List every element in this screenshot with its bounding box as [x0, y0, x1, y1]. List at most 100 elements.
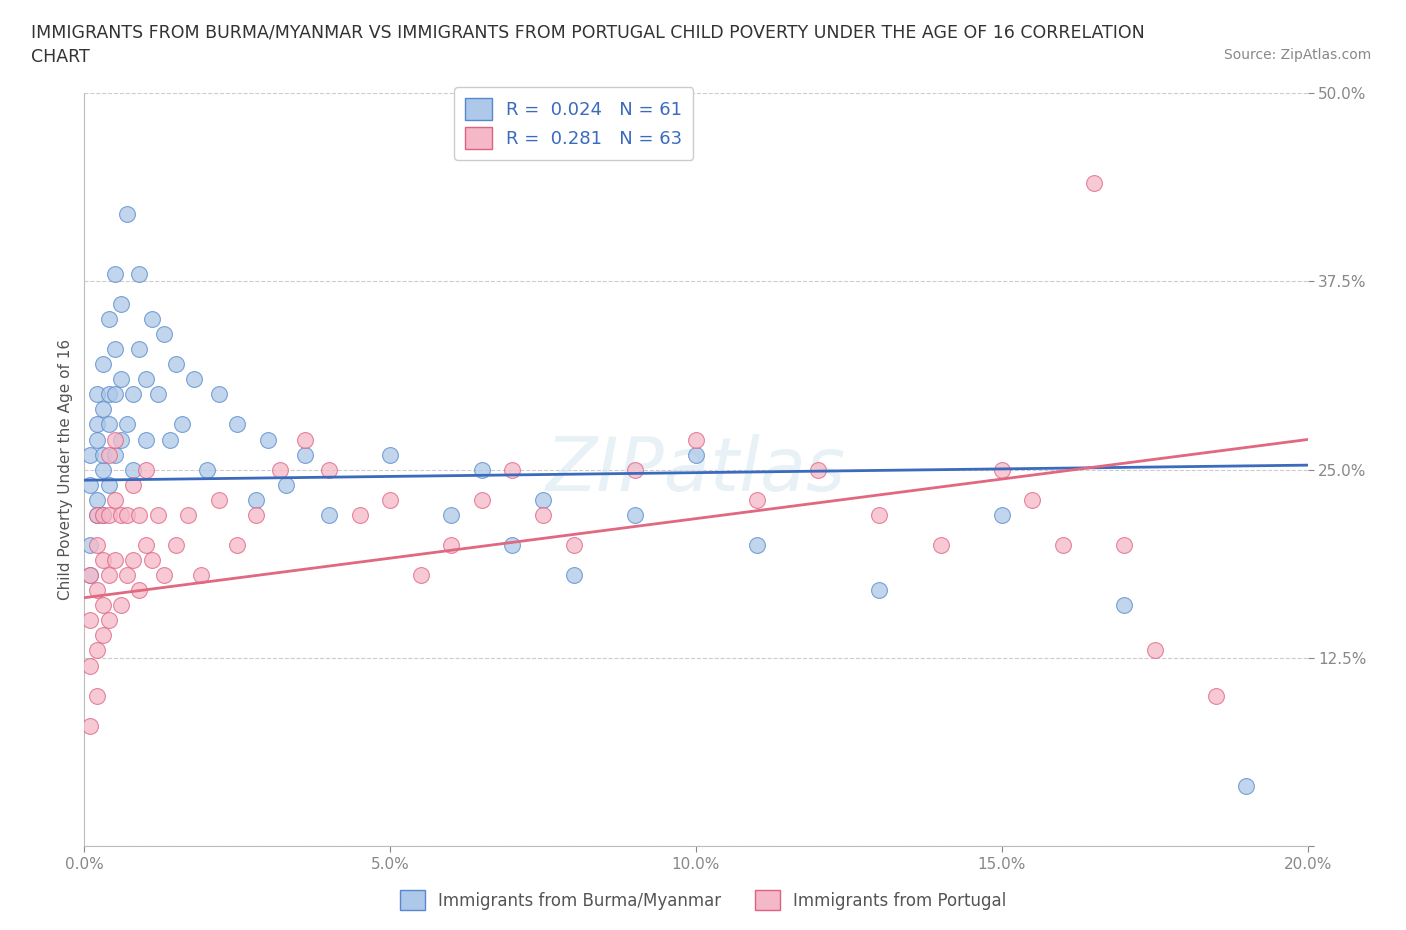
Point: [562, 567, 585, 582]
Point: [79, 613, 101, 628]
Point: [86, 417, 108, 432]
Point: [141, 552, 163, 567]
Point: [110, 372, 132, 387]
Point: [409, 567, 432, 582]
Point: [135, 372, 157, 387]
Point: [165, 357, 187, 372]
Point: [135, 432, 157, 447]
Point: [110, 297, 132, 312]
Point: [91, 598, 114, 613]
Point: [153, 326, 176, 341]
Point: [380, 492, 402, 507]
Point: [122, 477, 145, 492]
Point: [471, 462, 494, 477]
Point: [146, 387, 169, 402]
Point: [440, 508, 463, 523]
Point: [929, 538, 952, 552]
Point: [531, 508, 554, 523]
Point: [97, 312, 120, 326]
Point: [135, 538, 157, 552]
Point: [110, 432, 132, 447]
Point: [79, 477, 101, 492]
Point: [208, 492, 231, 507]
Point: [128, 266, 150, 281]
Point: [86, 508, 108, 523]
Point: [122, 552, 145, 567]
Point: [128, 341, 150, 356]
Point: [97, 477, 120, 492]
Point: [86, 538, 108, 552]
Point: [294, 447, 316, 462]
Point: [91, 357, 114, 372]
Point: [245, 492, 267, 507]
Point: [991, 462, 1014, 477]
Point: [115, 206, 138, 221]
Point: [165, 538, 187, 552]
Legend: Immigrants from Burma/Myanmar, Immigrants from Portugal: Immigrants from Burma/Myanmar, Immigrant…: [394, 884, 1012, 917]
Point: [807, 462, 830, 477]
Point: [195, 462, 218, 477]
Point: [747, 492, 769, 507]
Point: [91, 447, 114, 462]
Point: [1205, 688, 1227, 703]
Point: [86, 432, 108, 447]
Point: [1143, 643, 1166, 658]
Point: [685, 447, 707, 462]
Point: [172, 417, 194, 432]
Point: [183, 372, 205, 387]
Point: [91, 552, 114, 567]
Point: [135, 462, 157, 477]
Point: [79, 567, 101, 582]
Point: [104, 266, 127, 281]
Point: [128, 508, 150, 523]
Point: [97, 508, 120, 523]
Legend: R =  0.024   N = 61, R =  0.281   N = 63: R = 0.024 N = 61, R = 0.281 N = 63: [454, 87, 693, 160]
Point: [86, 688, 108, 703]
Point: [115, 567, 138, 582]
Point: [318, 462, 340, 477]
Point: [97, 447, 120, 462]
Point: [104, 387, 127, 402]
Point: [318, 508, 340, 523]
Point: [624, 462, 647, 477]
Point: [86, 387, 108, 402]
Point: [79, 718, 101, 733]
Point: [502, 462, 524, 477]
Point: [97, 387, 120, 402]
Text: ZIPatlas: ZIPatlas: [546, 433, 846, 506]
Point: [1021, 492, 1043, 507]
Point: [79, 447, 101, 462]
Point: [502, 538, 524, 552]
Point: [115, 417, 138, 432]
Point: [86, 508, 108, 523]
Point: [1114, 538, 1136, 552]
Point: [79, 538, 101, 552]
Point: [380, 447, 402, 462]
Point: [97, 567, 120, 582]
Point: [177, 508, 200, 523]
Point: [276, 477, 298, 492]
Point: [1114, 598, 1136, 613]
Point: [79, 658, 101, 673]
Point: [97, 613, 120, 628]
Point: [104, 341, 127, 356]
Point: [91, 508, 114, 523]
Point: [110, 598, 132, 613]
Point: [991, 508, 1014, 523]
Point: [1083, 176, 1105, 191]
Point: [294, 432, 316, 447]
Point: [122, 387, 145, 402]
Point: [104, 447, 127, 462]
Point: [86, 643, 108, 658]
Point: [869, 583, 891, 598]
Point: [440, 538, 463, 552]
Point: [141, 312, 163, 326]
Point: [1052, 538, 1074, 552]
Point: [226, 417, 249, 432]
Point: [869, 508, 891, 523]
Point: [531, 492, 554, 507]
Point: [104, 552, 127, 567]
Point: [104, 492, 127, 507]
Point: [91, 508, 114, 523]
Point: [471, 492, 494, 507]
